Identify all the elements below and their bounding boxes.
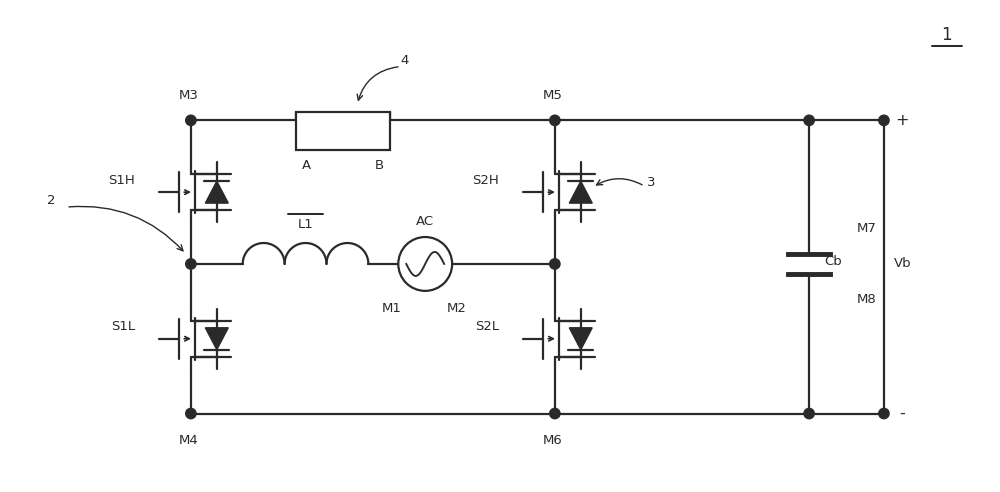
Text: L1: L1 (298, 217, 313, 231)
Text: Cb: Cb (824, 255, 842, 269)
Circle shape (550, 259, 560, 269)
Text: 2: 2 (47, 194, 56, 207)
Text: A: A (302, 159, 311, 172)
Text: M6: M6 (543, 434, 563, 447)
Text: B: B (375, 159, 384, 172)
Text: M2: M2 (447, 302, 467, 315)
Text: M7: M7 (857, 221, 877, 235)
Circle shape (186, 259, 196, 269)
Text: 1: 1 (941, 26, 952, 44)
Text: 3: 3 (647, 176, 656, 188)
Circle shape (550, 115, 560, 125)
Circle shape (186, 408, 196, 419)
Text: +: + (895, 113, 909, 128)
Text: M4: M4 (179, 434, 199, 447)
Circle shape (804, 115, 814, 125)
Text: -: - (899, 406, 905, 421)
Polygon shape (569, 181, 592, 203)
Circle shape (550, 408, 560, 419)
Text: S2L: S2L (475, 320, 499, 333)
Text: S1L: S1L (111, 320, 135, 333)
Text: AC: AC (416, 215, 434, 228)
Text: M3: M3 (179, 89, 199, 102)
Text: 4: 4 (401, 54, 409, 67)
Text: S1H: S1H (108, 174, 135, 186)
Polygon shape (569, 328, 592, 350)
Circle shape (879, 115, 889, 125)
Text: M1: M1 (381, 302, 401, 315)
Text: M5: M5 (543, 89, 563, 102)
Polygon shape (205, 328, 228, 350)
Polygon shape (205, 181, 228, 203)
Circle shape (186, 115, 196, 125)
Circle shape (879, 408, 889, 419)
Text: Vb: Vb (894, 257, 912, 271)
Text: S2H: S2H (472, 174, 499, 186)
Text: M8: M8 (857, 293, 877, 307)
Bar (296, 112, 390, 150)
Circle shape (804, 408, 814, 419)
